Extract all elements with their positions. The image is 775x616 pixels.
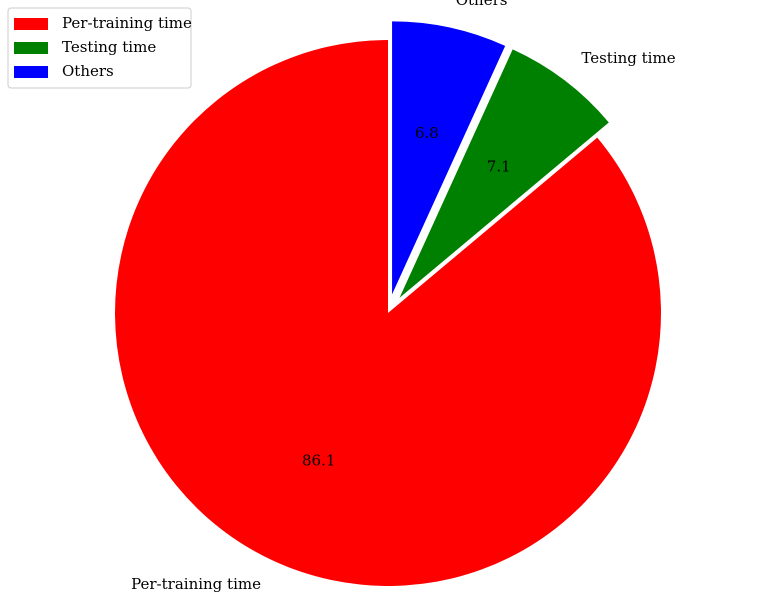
legend-swatch-others: [14, 66, 48, 78]
legend-box: [7, 7, 192, 89]
legend-swatch-testing-time: [14, 42, 48, 54]
legend: Per-training time Testing time Others: [7, 7, 192, 89]
pie-slice-per-training-time: [115, 40, 661, 586]
slice-pct-per-training-time: 86.1: [302, 451, 335, 469]
slice-label-others: Others: [456, 0, 508, 9]
slice-pct-testing-time: 7.1: [487, 157, 511, 175]
slice-label-per-training-time: Per-training time: [131, 575, 261, 593]
slice-pct-others: 6.8: [415, 124, 439, 142]
legend-label-others: Others: [62, 62, 114, 80]
legend-label-testing-time: Testing time: [62, 38, 156, 56]
pie-slice-testing-time: [399, 49, 609, 298]
slice-labels: Per-training time 86.1 Testing time 7.1 Othe…: [131, 0, 676, 593]
pie-slices: [115, 21, 661, 586]
pie-slice-others: [392, 21, 506, 295]
legend-label-per-training-time: Per-training time: [62, 14, 192, 32]
legend-swatch-per-training-time: [14, 18, 48, 30]
slice-label-testing-time: Testing time: [581, 49, 675, 67]
